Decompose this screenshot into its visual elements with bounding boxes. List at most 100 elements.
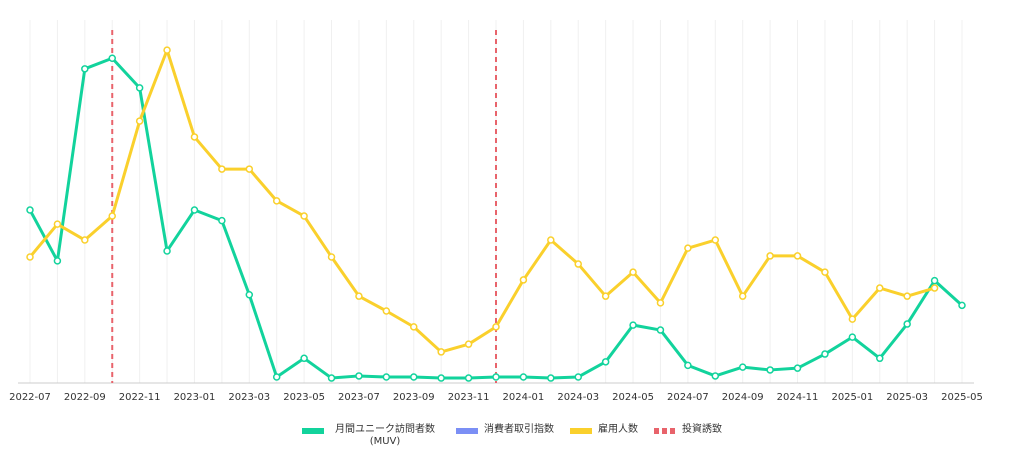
- legend: 月間ユニーク訪問者数 (MUV) 消費者取引指数 雇用人数 投資誘致: [0, 424, 1024, 448]
- point: [245, 291, 254, 299]
- point: [656, 326, 665, 334]
- point: [738, 363, 747, 371]
- point: [108, 54, 116, 62]
- point: [876, 284, 884, 292]
- legend-swatch: [654, 428, 676, 434]
- point: [108, 212, 116, 220]
- x-tick-label: 2024-03: [557, 392, 599, 403]
- legend-swatch: [570, 428, 592, 434]
- point: [26, 253, 34, 261]
- point: [355, 292, 363, 300]
- legend-label: 月間ユニーク訪問者数 (MUV): [335, 424, 435, 447]
- legend-item[interactable]: 月間ユニーク訪問者数 (MUV): [302, 424, 440, 448]
- x-tick-label: 2023-07: [338, 392, 380, 403]
- point: [464, 340, 473, 348]
- x-tick-label: 2025-01: [831, 392, 873, 403]
- x-tick-label: 2022-11: [119, 392, 161, 403]
- point: [190, 206, 199, 214]
- x-tick-label: 2023-03: [228, 392, 270, 403]
- point: [327, 253, 336, 261]
- point: [410, 373, 418, 381]
- point: [437, 374, 445, 382]
- point: [547, 374, 555, 382]
- point: [793, 364, 802, 372]
- legend-label: 投資誘致: [682, 424, 722, 435]
- point: [848, 315, 857, 323]
- point: [903, 320, 911, 328]
- point: [245, 165, 254, 173]
- point: [355, 372, 363, 380]
- chart: 2022-07 2022-09 2022-11 2023-01 2023-03 2023-…: [9, 20, 983, 403]
- point: [163, 247, 171, 255]
- point: [821, 268, 829, 276]
- point: [601, 292, 610, 300]
- x-tick-label: 2023-11: [448, 392, 490, 403]
- point: [272, 373, 281, 381]
- legend-swatch: [456, 428, 478, 434]
- point: [930, 284, 939, 292]
- legend-item[interactable]: 消費者取引指数: [456, 424, 554, 436]
- point: [876, 354, 884, 363]
- point: [410, 323, 418, 331]
- x-tick-label: 2024-07: [667, 392, 709, 403]
- x-tick-label: 2023-05: [283, 392, 325, 403]
- point: [300, 212, 308, 220]
- point: [574, 260, 582, 268]
- x-tick-label: 2025-03: [886, 392, 928, 403]
- point: [821, 350, 829, 358]
- x-tick-label: 2024-05: [612, 392, 654, 403]
- point: [190, 133, 199, 141]
- point: [53, 220, 62, 228]
- x-tick-label: 2023-01: [174, 392, 216, 403]
- point: [26, 206, 34, 214]
- point: [272, 197, 281, 205]
- point: [793, 252, 802, 260]
- point: [218, 216, 226, 225]
- point: [766, 252, 774, 260]
- point: [81, 236, 89, 244]
- legend-label: 消費者取引指数: [484, 424, 554, 435]
- point: [684, 244, 692, 252]
- point: [547, 236, 555, 244]
- point: [656, 299, 665, 307]
- point: [135, 84, 144, 92]
- point: [382, 373, 391, 381]
- x-tick-label: 2022-09: [64, 392, 106, 403]
- point: [382, 307, 391, 315]
- point: [135, 117, 144, 125]
- point: [163, 46, 171, 54]
- point: [492, 373, 500, 381]
- point: [601, 358, 610, 366]
- point: [300, 354, 308, 363]
- point: [629, 268, 637, 276]
- x-tick-label: 2023-09: [393, 392, 435, 403]
- point: [519, 276, 528, 284]
- legend-item[interactable]: 投資誘致: [654, 424, 722, 436]
- x-tick-label: 2024-11: [777, 392, 819, 403]
- point: [327, 374, 336, 382]
- point: [848, 333, 857, 341]
- point: [53, 257, 62, 265]
- point: [711, 236, 720, 244]
- point: [629, 321, 637, 329]
- point: [218, 165, 226, 173]
- point: [519, 373, 528, 381]
- point: [958, 301, 966, 310]
- legend-label: 雇用人数: [598, 424, 638, 435]
- point: [492, 323, 500, 331]
- x-tick-label: 2025-05: [941, 392, 983, 403]
- point: [930, 276, 939, 285]
- point: [903, 292, 911, 300]
- legend-item[interactable]: 雇用人数: [570, 424, 638, 436]
- point: [684, 361, 692, 370]
- x-tick-label: 2024-01: [503, 392, 545, 403]
- legend-swatch: [302, 428, 324, 434]
- point: [574, 373, 582, 381]
- point: [711, 372, 720, 380]
- series-line: [28, 48, 936, 354]
- x-tick-label: 2022-07: [9, 392, 51, 403]
- point: [464, 374, 473, 382]
- point: [437, 348, 445, 356]
- point: [81, 65, 89, 73]
